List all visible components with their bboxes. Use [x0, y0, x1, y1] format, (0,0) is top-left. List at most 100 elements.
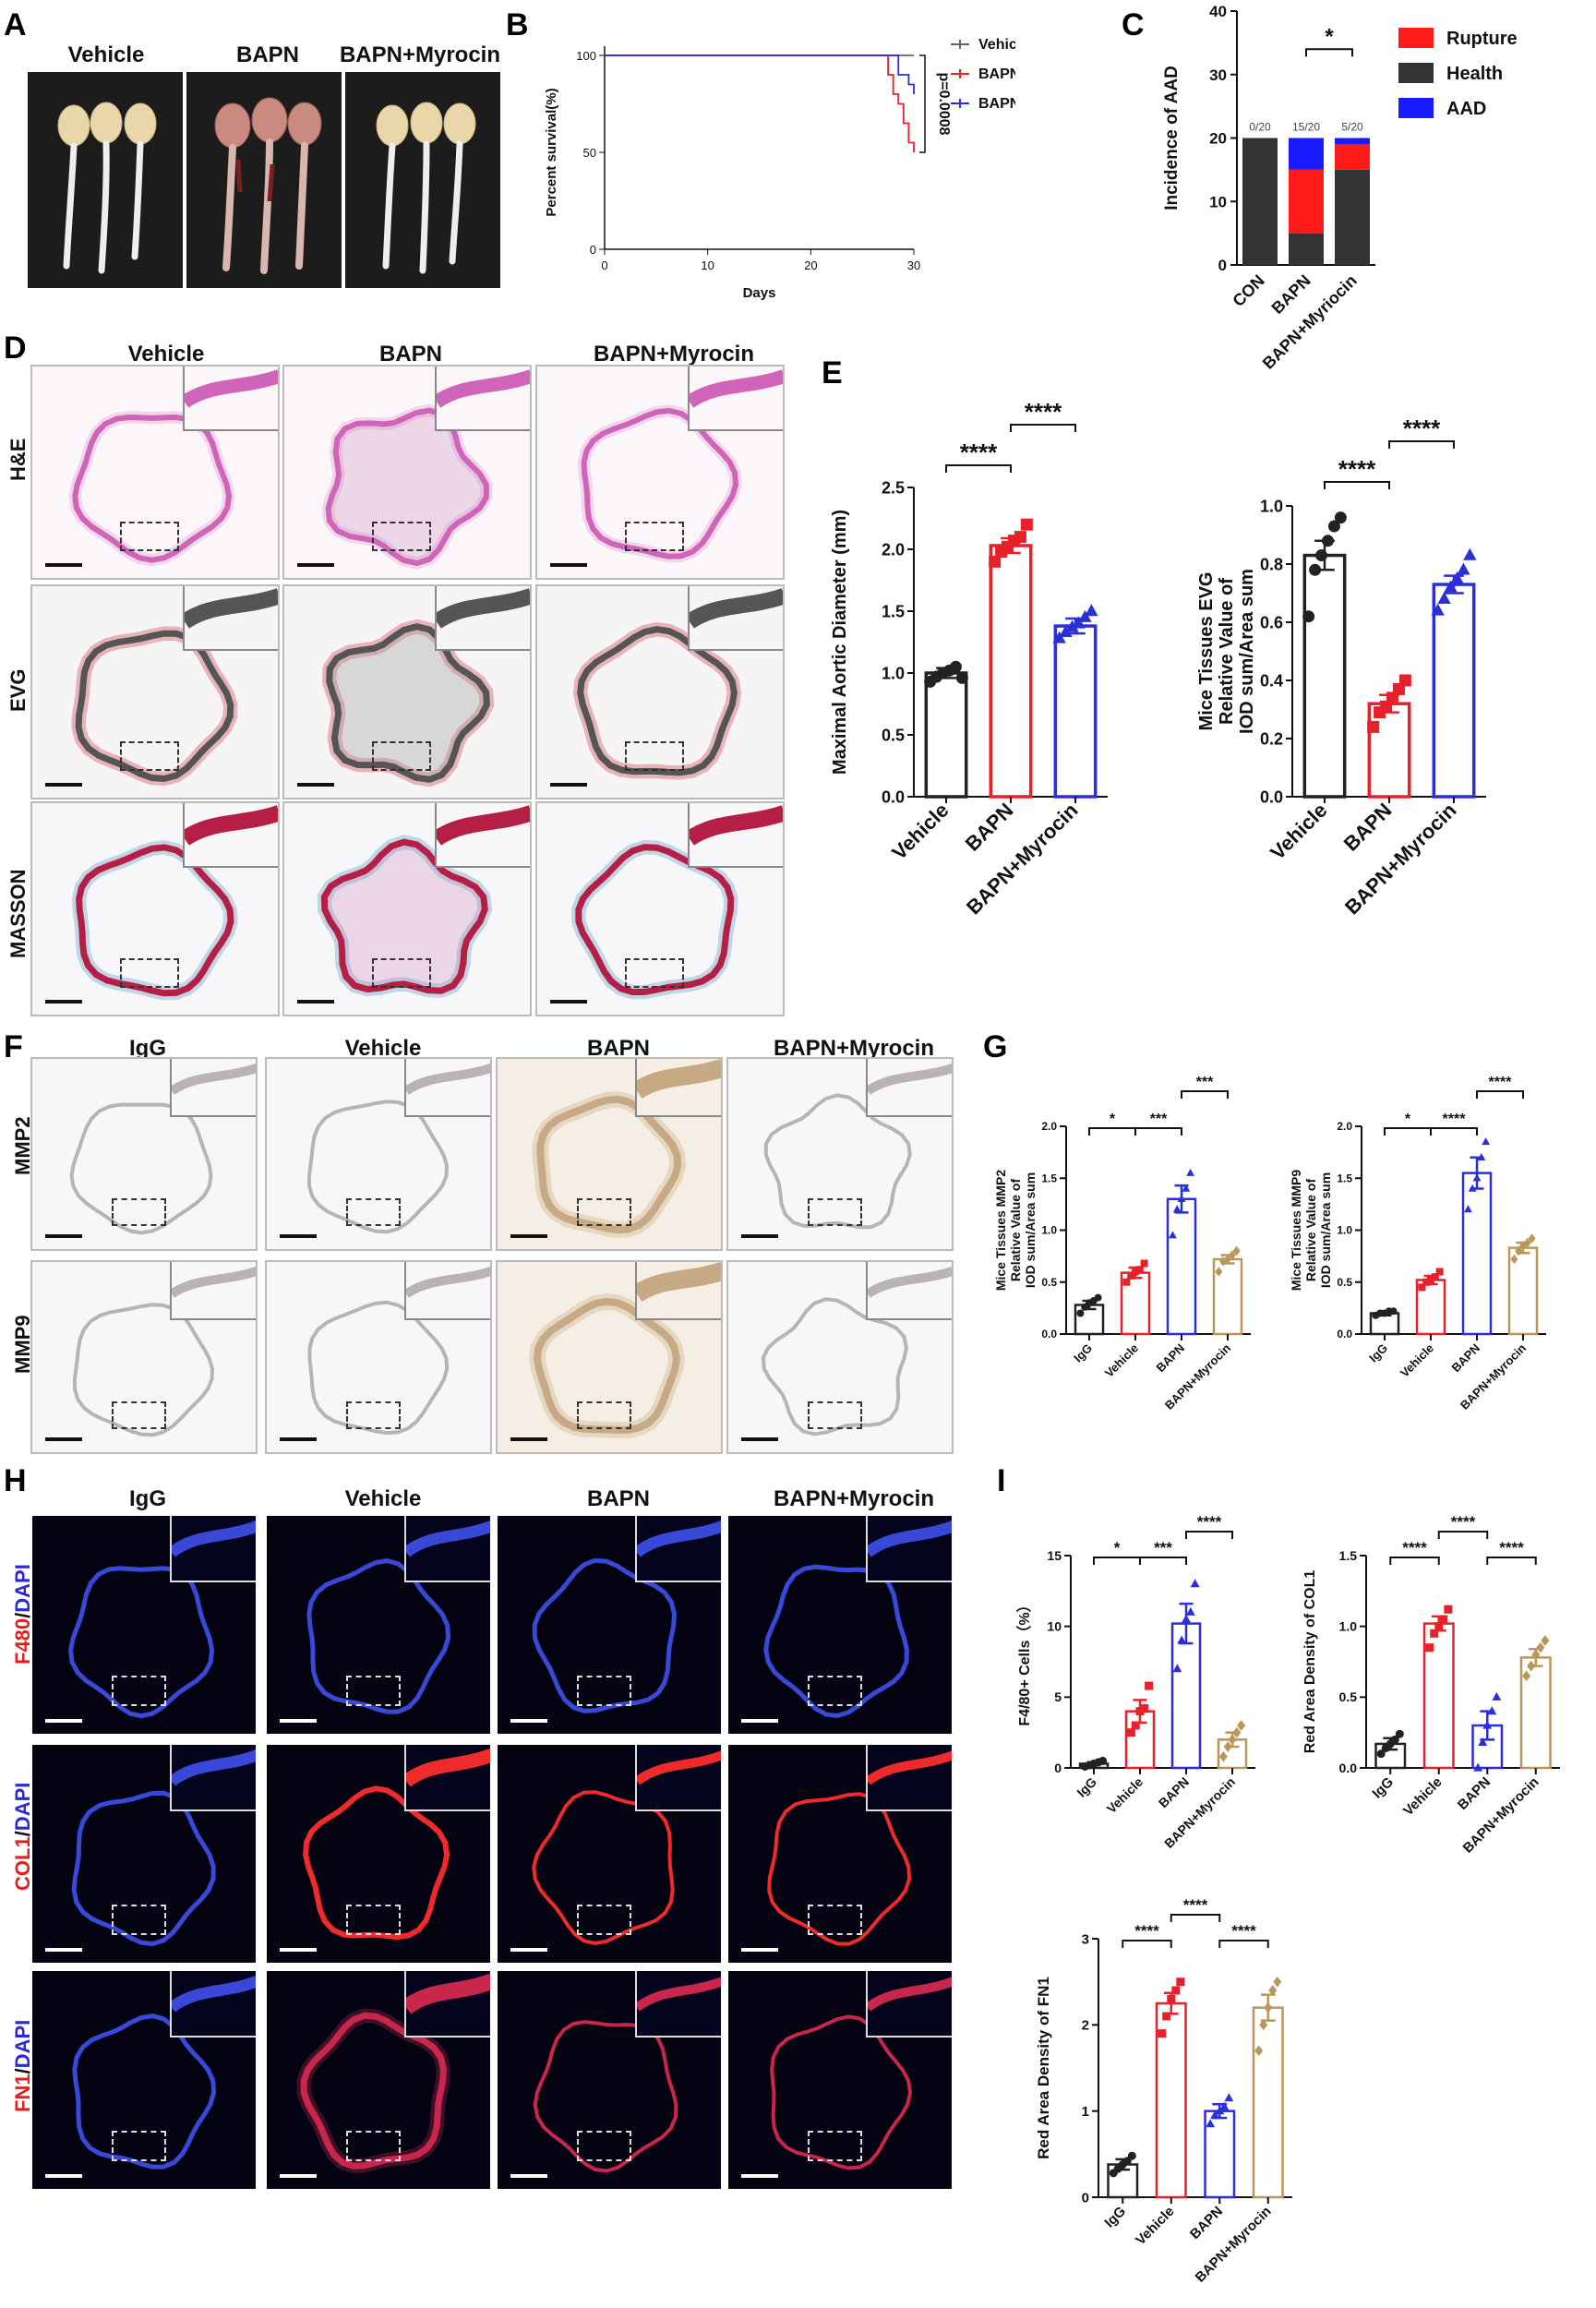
scale-bar: [550, 1000, 587, 1004]
y-tick-label: 50: [583, 146, 596, 160]
inset-wall: [437, 805, 530, 846]
y-tick-label: 2.0: [1041, 1120, 1057, 1133]
scale-bar: [45, 2174, 82, 2178]
zoom-region-box: [577, 2130, 632, 2162]
data-point: [1215, 2106, 1225, 2115]
stacked-bar-segment: [1335, 169, 1370, 265]
legend-label: Vehicle: [978, 37, 1015, 53]
zoom-inset: [403, 1262, 490, 1320]
p-value-label: p=0.0008: [936, 72, 952, 135]
y-tick-label: 0.5: [882, 726, 905, 744]
scale-bar: [510, 2174, 547, 2178]
zoom-inset: [183, 803, 278, 868]
x-tick-label: Vehicle: [1104, 1774, 1146, 1817]
inset-image: [636, 1520, 721, 1557]
y-tick-label: 30: [1209, 66, 1227, 84]
y-tick-label: 1.0: [1260, 497, 1283, 515]
inset-image: [636, 1262, 721, 1303]
zoom-inset: [183, 586, 278, 651]
data-point: [1052, 631, 1066, 643]
legend-swatch: [1398, 63, 1434, 83]
zoom-region-box: [624, 521, 685, 552]
significance-label: ****: [960, 439, 998, 466]
col-header: BAPN+Myrocin: [773, 1036, 935, 1061]
col1-density-chart: 0.0 0.5 1.0 1.5 Red Area Density of COL1 IgG V…: [1302, 1513, 1560, 1857]
significance-label: ****: [1134, 1922, 1159, 1940]
data-point: [1224, 1254, 1231, 1265]
zoom-inset: [865, 1516, 952, 1582]
significance-bracket: [945, 464, 1012, 473]
y-tick-label: 1.5: [882, 602, 905, 620]
x-tick-label: BAPN: [1156, 1774, 1192, 1810]
inset-image: [405, 1520, 490, 1557]
data-point: [1094, 1293, 1102, 1302]
col-header: BAPN+Myrocin: [593, 342, 755, 367]
data-point: [1327, 520, 1340, 533]
inset-image: [437, 369, 530, 408]
zoom-region-box: [119, 740, 180, 772]
y-tick-label: 1.5: [1337, 1172, 1352, 1184]
histology-tile: [535, 584, 785, 799]
zoom-inset: [688, 367, 783, 431]
y-tick-label: 5: [1054, 1689, 1062, 1704]
scale-bar: [45, 783, 82, 787]
inset-wall: [636, 1977, 721, 2012]
inset-wall: [405, 1266, 490, 1298]
zoom-inset: [183, 367, 278, 431]
tissue-image: [321, 403, 493, 570]
significance-bracket: [1181, 1090, 1229, 1099]
col-header: IgG: [129, 1036, 166, 1061]
inset-image: [690, 369, 783, 408]
scale-bar: [45, 1719, 82, 1723]
y-tick-label: 2.5: [882, 478, 905, 497]
inset-image: [867, 1750, 952, 1785]
panel-label-f: F: [4, 1029, 23, 1064]
legend-label: Rupture: [1446, 29, 1518, 49]
y-tick-label: 0.6: [1260, 613, 1283, 631]
data-point: [1059, 624, 1073, 637]
zoom-region-box: [112, 2130, 167, 2162]
pvalue-bracket: [919, 54, 926, 153]
inset-image: [405, 1266, 490, 1298]
data-point: [1177, 1194, 1186, 1202]
inset-wall: [636, 1750, 721, 1785]
zoom-region-box: [577, 1904, 632, 1936]
data-point: [1487, 1706, 1497, 1715]
y-tick-label: 0.0: [882, 787, 905, 806]
legend-label: AAD: [1446, 99, 1486, 119]
scale-bar: [280, 1719, 317, 1723]
data-point: [1224, 2093, 1234, 2102]
significance-bracket: [1010, 424, 1076, 432]
bar: [1053, 624, 1098, 799]
inset-image: [405, 1063, 490, 1095]
significance-label: ****: [1499, 1539, 1524, 1557]
tissue-image: [321, 619, 495, 787]
stacked-bar-segment: [1242, 138, 1278, 265]
immunofluorescence-tile: [726, 1969, 954, 2191]
zoom-inset: [169, 1059, 256, 1117]
stacked-bar-segment: [1289, 138, 1324, 170]
ihc-tile: [265, 1260, 492, 1454]
inset-wall: [867, 1750, 952, 1785]
inset-wall: [405, 1748, 490, 1787]
data-point: [1541, 1635, 1550, 1646]
data-point: [1315, 549, 1328, 562]
inset-wall: [405, 1520, 490, 1557]
x-tick-label: IgG: [1071, 1341, 1095, 1365]
y-tick-label: 0: [1082, 2190, 1089, 2206]
zoom-inset: [403, 1745, 490, 1811]
data-point: [1302, 610, 1315, 623]
stacked-bar-segment: [1335, 144, 1370, 170]
significance-label: ****: [1451, 1513, 1476, 1531]
col-header: BAPN+Myrocin: [339, 42, 501, 67]
significance-label: *: [1405, 1112, 1411, 1127]
y-axis-label: IOD sum/Area sum: [1237, 569, 1257, 734]
x-tick-label: IgG: [1369, 1774, 1397, 1802]
scale-bar: [510, 1719, 547, 1723]
scale-bar: [297, 783, 334, 787]
histology-tile: [30, 584, 280, 799]
col-header: Vehicle: [344, 1036, 422, 1061]
significance-bracket: [1139, 1557, 1187, 1565]
inset-image: [171, 1520, 256, 1557]
data-point: [1172, 1205, 1182, 1213]
